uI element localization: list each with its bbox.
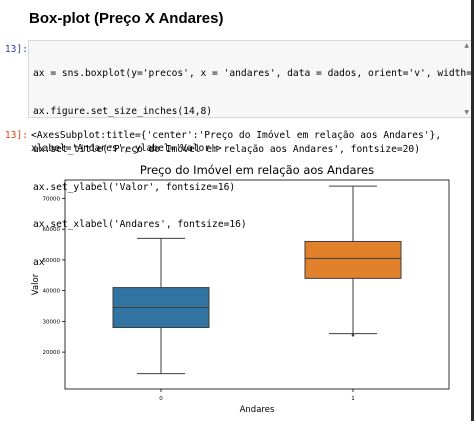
chart-title: Preço do Imóvel em relação aos Andares bbox=[140, 163, 374, 177]
code-line: ax.figure.set_size_inches(14,8) bbox=[33, 105, 213, 117]
output-prompt: 13]: bbox=[4, 130, 28, 141]
scroll-up-arrow-icon[interactable]: ▲ bbox=[464, 42, 469, 49]
scroll-down-arrow-icon[interactable]: ▼ bbox=[464, 109, 469, 116]
code-line: ax.set_xlabel('Andares', fontsize=16) bbox=[33, 219, 247, 231]
y-tick-label: 30000 bbox=[43, 319, 61, 325]
outlier-point bbox=[351, 333, 355, 337]
boxplot-chart: Preço do Imóvel em relação aos Andares 20… bbox=[31, 163, 450, 415]
section-heading: Box-plot (Preço X Andares) bbox=[29, 10, 224, 27]
code-line: ax bbox=[33, 257, 45, 269]
plot-frame bbox=[64, 179, 450, 390]
code-cell[interactable]: ax = sns.boxplot(y='precos', x = 'andare… bbox=[28, 40, 474, 268]
y-tick-label: 50000 bbox=[43, 258, 61, 264]
code-line: ax.set_title('Preço do Imóvel em relação… bbox=[33, 143, 420, 155]
code-editor[interactable]: ax = sns.boxplot(y='precos', x = 'andare… bbox=[33, 43, 474, 295]
window-edge bbox=[471, 0, 474, 421]
code-line: ax = sns.boxplot(y='precos', x = 'andare… bbox=[33, 68, 474, 80]
x-tick-label: 1 bbox=[351, 396, 355, 402]
y-tick-label: 70000 bbox=[43, 196, 61, 202]
input-prompt: 13]: bbox=[4, 44, 28, 55]
y-tick-label: 40000 bbox=[43, 289, 61, 295]
x-axis-label: Andares bbox=[240, 405, 275, 415]
chart-output: Preço do Imóvel em relação aos Andares 20… bbox=[0, 160, 474, 421]
y-tick-label: 20000 bbox=[43, 350, 61, 356]
output-text: <AxesSubplot:title={'center':'Preço do I… bbox=[31, 130, 447, 154]
box-iqr bbox=[304, 240, 402, 279]
y-axis-label: Valor bbox=[31, 273, 41, 295]
x-tick-label: 0 bbox=[159, 396, 163, 402]
code-line: ax.set_ylabel('Valor', fontsize=16) bbox=[33, 181, 236, 193]
y-tick-label: 60000 bbox=[43, 227, 61, 233]
